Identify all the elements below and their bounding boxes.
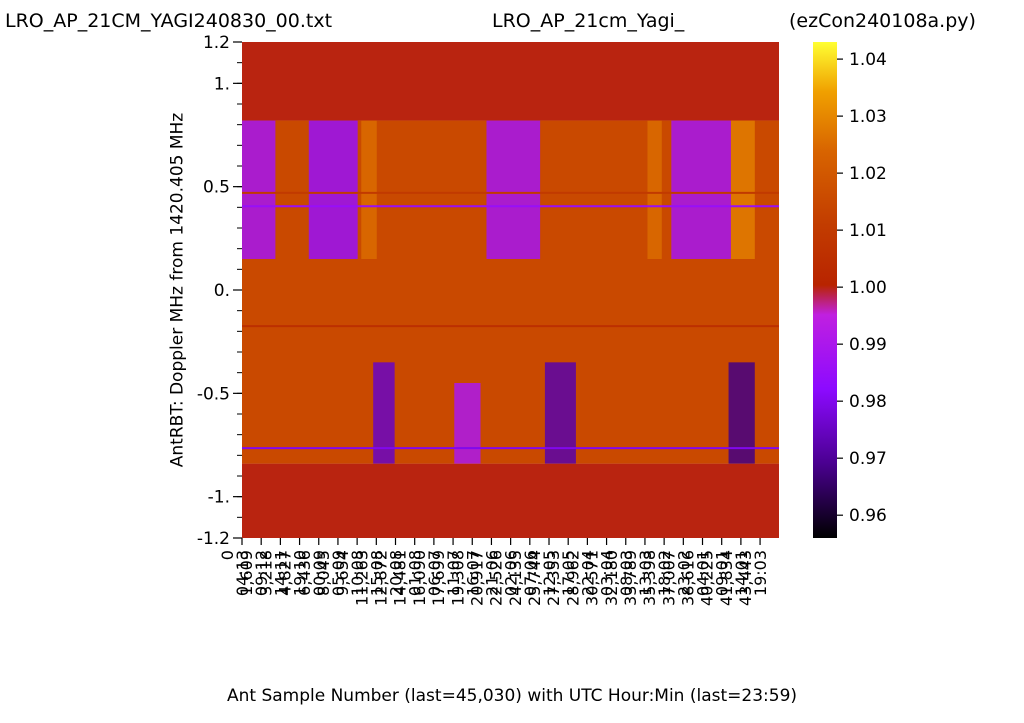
colorbar-tick-label: 1.00 [849,278,887,298]
x-tick-sample-label: 4,827 [276,550,295,596]
low-power-region [486,120,541,260]
x-tick-sample-label: 20,917 [467,550,486,606]
x-tick-time-label: 07:06 [521,550,540,596]
x-tick-sample-label: 38,616 [679,550,698,606]
y-tick-label: 1. [214,74,230,94]
x-tick-time-label: 19:03 [751,550,770,596]
colorbar-tick-label: 0.99 [849,335,887,355]
bright-region [647,120,662,260]
y-tick-label: 0.5 [203,178,230,198]
colorbar-tick-label: 0.96 [849,506,887,526]
x-tick-sample-label: 24,135 [506,550,525,606]
x-tick-sample-label: 12,872 [372,550,391,606]
x-tick-sample-label: 35,398 [640,550,659,606]
x-tick-time-label: 18:02 [655,550,674,596]
y-axis-label: AntRBT: Doppler MHz from 1420.405 MHz [167,112,188,468]
x-tick-time-label: 09:12 [252,550,271,596]
x-tick-time-label: 21:06 [482,550,501,596]
low-power-region [308,120,358,260]
x-tick-time-label: 11:07 [444,550,463,596]
low-power-region [728,362,755,464]
x-tick-time-label: 04:01 [694,550,713,596]
x-tick-sample-label: 33,789 [621,550,640,606]
x-tick-sample-label: 14,481 [391,550,410,606]
colorbar-tick-label: 1.01 [849,221,887,241]
low-power-region [671,120,731,260]
title-left: LRO_AP_21CM_YAGI240830_00.txt [5,10,333,32]
x-tick-time-label: 23:02 [674,550,693,596]
low-power-region [242,120,276,260]
y-tick-label: -1. [208,488,230,508]
bright-region [361,120,377,260]
x-tick-time-label: 19:10 [291,550,310,596]
x-axis: 04:130 09:121,609 14:113,218 19:104,827 00:0… [218,538,770,606]
x-tick-time-label: 02:06 [502,550,521,596]
y-tick-label: -0.5 [197,384,230,404]
x-tick-sample-label: 9,654 [333,550,352,596]
x-tick-time-label: 12:05 [540,550,559,596]
heatmap-fill-bottom [242,463,779,538]
x-tick-sample-label: 27,353 [544,550,563,606]
x-tick-sample-label: 17,699 [429,550,448,606]
x-tick-sample-label: 37,007 [659,550,678,606]
y-axis: 1.2 1. 0.5 0. -0.5 -1. -1.2 [197,33,242,549]
x-tick-sample-label: 41,834 [717,550,736,606]
x-tick-sample-label: 28,962 [563,550,582,606]
low-power-region [544,362,576,464]
x-tick-sample-label: 16,090 [410,550,429,606]
x-tick-sample-label: 22,526 [487,550,506,606]
x-tick-sample-label: 6,436 [295,550,314,596]
heatmap-image [242,42,779,538]
x-tick-time-label: 16:07 [463,550,482,596]
x-tick-sample-label: 0 [218,550,237,560]
x-tick-time-label: 15:08 [367,550,386,596]
x-tick-sample-label: 19,308 [448,550,467,606]
y-tick-label: 1.2 [203,33,230,53]
x-tick-time-label: 00:09 [310,550,329,596]
x-tick-time-label: 13:03 [636,550,655,596]
x-tick-time-label: 20:08 [387,550,406,596]
x-tick-time-label: 22:04 [578,550,597,596]
x-tick-sample-label: 8,045 [314,550,333,596]
colorbar-tick-label: 0.98 [849,392,887,412]
low-power-region [454,383,481,464]
x-tick-sample-label: 40,225 [698,550,717,606]
x-tick-sample-label: 3,218 [256,550,275,596]
x-axis-label: Ant Sample Number (last=45,030) with UTC… [226,686,798,706]
x-tick-time-label: 04:13 [233,550,252,596]
colorbar-axis: 0.96 0.97 0.98 0.99 1.00 1.01 1.02 1.03 1.04 [837,50,887,526]
x-tick-sample-label: 32,180 [602,550,621,606]
low-power-region [373,362,395,464]
x-tick-time-label: 17:05 [559,550,578,596]
heatmap-fill-top [242,42,779,121]
title-center: LRO_AP_21cm_Yagi_ [492,10,685,32]
x-tick-sample-label: 30,571 [583,550,602,606]
x-tick-time-label: 10:08 [348,550,367,596]
x-tick-time-label: 14:01 [732,550,751,596]
x-tick-time-label: 08:03 [617,550,636,596]
x-tick-sample-label: 11,263 [352,550,371,606]
x-tick-sample-label: 1,609 [237,550,256,596]
colorbar-tick-label: 0.97 [849,449,887,469]
x-tick-time-label: 01:08 [406,550,425,596]
x-tick-sample-label: 43,443 [736,550,755,606]
colorbar-tick-label: 1.02 [849,164,887,184]
x-tick-time-label: 06:07 [425,550,444,596]
x-tick-time-label: 09:01 [713,550,732,596]
x-tick-time-label: 05:09 [329,550,348,596]
bright-region [730,120,755,260]
x-tick-sample-label: 25,744 [525,550,544,606]
title-right: (ezCon240108a.py) [789,10,976,32]
y-tick-label: -1.2 [197,529,230,549]
y-tick-label: 0. [214,281,230,301]
x-tick-time-label: 03:04 [598,550,617,596]
colorbar-tick-label: 1.03 [849,107,887,127]
colorbar [813,42,837,538]
x-tick-time-label: 14:11 [271,550,290,596]
colorbar-tick-label: 1.04 [849,50,887,70]
